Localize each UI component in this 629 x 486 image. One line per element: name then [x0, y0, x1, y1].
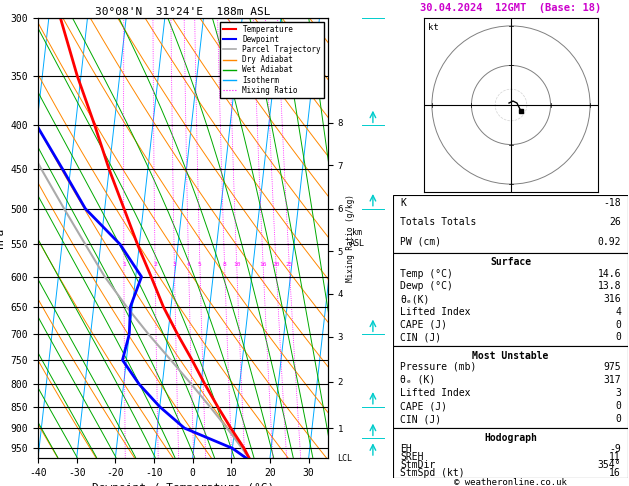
Text: 16: 16	[259, 261, 267, 267]
Text: Dewp (°C): Dewp (°C)	[400, 281, 453, 291]
Text: kt: kt	[428, 23, 438, 32]
Legend: Temperature, Dewpoint, Parcel Trajectory, Dry Adiabat, Wet Adiabat, Isotherm, Mi: Temperature, Dewpoint, Parcel Trajectory…	[220, 22, 324, 98]
Text: 0: 0	[615, 414, 621, 424]
Bar	[393, 253, 628, 347]
Text: 13.8: 13.8	[598, 281, 621, 291]
Text: 0: 0	[615, 401, 621, 411]
Text: 5: 5	[198, 261, 202, 267]
Text: CIN (J): CIN (J)	[400, 332, 441, 342]
Text: PW (cm): PW (cm)	[400, 237, 441, 246]
Text: © weatheronline.co.uk: © weatheronline.co.uk	[454, 478, 567, 486]
Text: 0.92: 0.92	[598, 237, 621, 246]
Text: 16: 16	[610, 469, 621, 478]
Text: 0: 0	[615, 332, 621, 342]
Text: 975: 975	[603, 362, 621, 372]
Text: Totals Totals: Totals Totals	[400, 217, 476, 227]
Text: LCL: LCL	[337, 453, 352, 463]
Y-axis label: km
ASL: km ASL	[350, 228, 364, 248]
Text: 3: 3	[172, 261, 176, 267]
Text: -18: -18	[603, 198, 621, 208]
Text: -9: -9	[610, 444, 621, 454]
Text: 354°: 354°	[598, 460, 621, 470]
Text: Lifted Index: Lifted Index	[400, 307, 470, 317]
Text: Temp (°C): Temp (°C)	[400, 269, 453, 278]
Text: 30.04.2024  12GMT  (Base: 18): 30.04.2024 12GMT (Base: 18)	[420, 3, 601, 13]
Bar	[393, 347, 628, 429]
Bar	[393, 195, 628, 253]
X-axis label: Dewpoint / Temperature (°C): Dewpoint / Temperature (°C)	[92, 483, 274, 486]
Text: SREH: SREH	[400, 452, 423, 462]
Text: Mixing Ratio (g/kg): Mixing Ratio (g/kg)	[345, 194, 355, 282]
Text: 2: 2	[153, 261, 157, 267]
Text: StmSpd (kt): StmSpd (kt)	[400, 469, 465, 478]
Text: EH: EH	[400, 444, 412, 454]
Text: Surface: Surface	[490, 257, 531, 267]
Text: Most Unstable: Most Unstable	[472, 351, 548, 361]
Text: 316: 316	[603, 294, 621, 304]
Y-axis label: hPa: hPa	[0, 228, 5, 248]
Text: StmDir: StmDir	[400, 460, 435, 470]
Text: 8: 8	[223, 261, 226, 267]
Text: CAPE (J): CAPE (J)	[400, 401, 447, 411]
Text: 26: 26	[610, 217, 621, 227]
Text: 1: 1	[122, 261, 126, 267]
Text: 10: 10	[233, 261, 240, 267]
Text: CAPE (J): CAPE (J)	[400, 319, 447, 330]
Text: Lifted Index: Lifted Index	[400, 388, 470, 398]
Text: Pressure (mb): Pressure (mb)	[400, 362, 476, 372]
Text: 20: 20	[272, 261, 280, 267]
Text: θₑ(K): θₑ(K)	[400, 294, 430, 304]
Text: 11: 11	[610, 452, 621, 462]
Bar	[393, 429, 628, 478]
Text: 4: 4	[615, 307, 621, 317]
Text: θₑ (K): θₑ (K)	[400, 375, 435, 385]
Text: 4: 4	[187, 261, 191, 267]
Text: 14.6: 14.6	[598, 269, 621, 278]
Text: 0: 0	[615, 319, 621, 330]
Text: 3: 3	[615, 388, 621, 398]
Text: 25: 25	[286, 261, 293, 267]
Text: Hodograph: Hodograph	[484, 433, 537, 443]
Text: CIN (J): CIN (J)	[400, 414, 441, 424]
Text: K: K	[400, 198, 406, 208]
Title: 30°08'N  31°24'E  188m ASL: 30°08'N 31°24'E 188m ASL	[95, 7, 270, 17]
Text: 317: 317	[603, 375, 621, 385]
